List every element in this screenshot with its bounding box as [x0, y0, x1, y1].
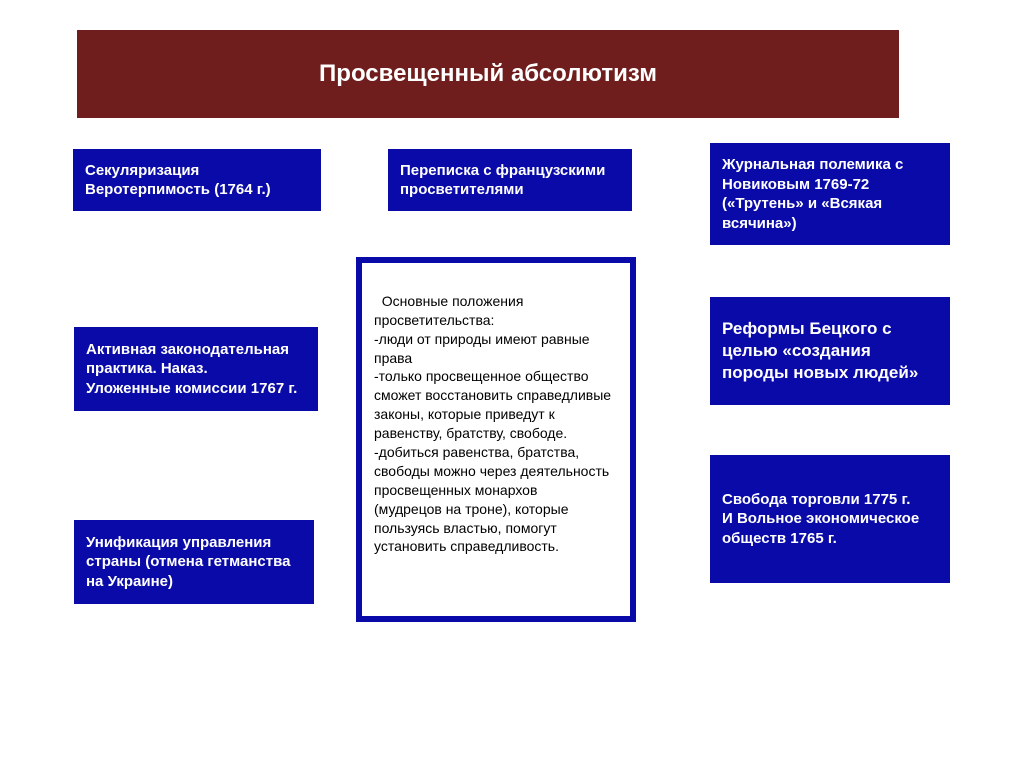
- slide-title-text: Просвещенный абсолютизм: [319, 60, 657, 88]
- box-secularization: Секуляризация Веротерпимость (1764 г.): [73, 149, 321, 211]
- center-principles-text: Основные положения просветительства: -лю…: [374, 293, 615, 555]
- box-unification: Унификация управления страны (отмена гет…: [74, 520, 314, 604]
- box-betskoy: Реформы Бецкого с целью «создания породы…: [710, 297, 950, 405]
- box-betskoy-text: Реформы Бецкого с целью «создания породы…: [722, 318, 938, 384]
- box-secularization-text: Секуляризация Веротерпимость (1764 г.): [85, 161, 271, 200]
- box-correspondence: Переписка с французскими просветителями: [388, 149, 632, 211]
- box-nakaz: Активная законодательная практика. Наказ…: [74, 327, 318, 411]
- box-trade-text: Свобода торговли 1775 г. И Вольное эконо…: [722, 490, 938, 549]
- box-trade: Свобода торговли 1775 г. И Вольное эконо…: [710, 455, 950, 583]
- box-correspondence-text: Переписка с французскими просветителями: [400, 161, 620, 200]
- box-unification-text: Унификация управления страны (отмена гет…: [86, 533, 302, 592]
- box-novikov: Журнальная полемика с Новиковым 1769-72 …: [710, 143, 950, 245]
- box-novikov-text: Журнальная полемика с Новиковым 1769-72 …: [722, 155, 938, 233]
- slide-title: Просвещенный абсолютизм: [77, 30, 899, 118]
- center-principles-box: Основные положения просветительства: -лю…: [356, 257, 636, 622]
- box-nakaz-text: Активная законодательная практика. Наказ…: [86, 340, 306, 399]
